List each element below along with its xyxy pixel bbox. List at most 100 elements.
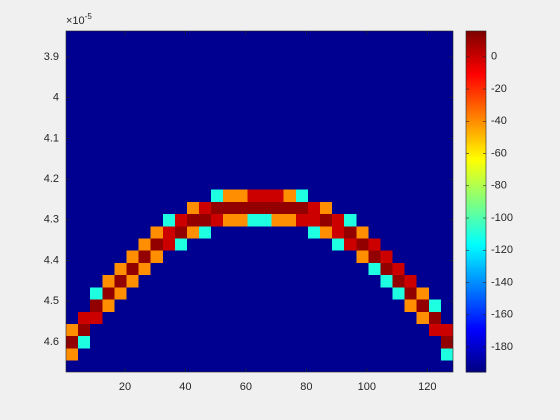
heatmap-cell: [307, 31, 321, 44]
heatmap-cell: [102, 67, 115, 81]
heatmap-cell: [138, 104, 152, 117]
heatmap-cell: [392, 275, 406, 288]
heatmap-cell: [283, 79, 297, 93]
heatmap-cell: [66, 79, 79, 93]
heatmap-cell: [307, 116, 321, 130]
heatmap-cell: [271, 262, 285, 276]
heatmap-cell: [126, 140, 140, 154]
axes: 20 40 60 80 100 120 3.9 4 4.1 4.2 4.3 4.4 4.5 4.6: [44, 30, 454, 393]
heatmap-cell: [186, 153, 200, 166]
colorbar-swatch: [466, 318, 486, 322]
heatmap-cell: [235, 177, 248, 191]
heatmap-cell: [211, 55, 224, 69]
colorbar-swatch: [466, 217, 486, 221]
multiplier-base: ×10: [66, 15, 85, 27]
heatmap-cell: [271, 177, 285, 191]
heatmap-cell: [259, 311, 273, 325]
heatmap-cell: [368, 336, 381, 349]
heatmap-cell: [162, 140, 176, 154]
heatmap-cell: [66, 92, 79, 105]
heatmap-cell: [295, 311, 309, 325]
colorbar-swatch: [466, 268, 486, 272]
heatmap-cell: [344, 43, 357, 56]
heatmap-cell: [90, 92, 103, 105]
heatmap-cell: [162, 55, 176, 69]
heatmap-cell: [416, 140, 430, 154]
heatmap-cell: [126, 104, 140, 117]
colorbar-swatch: [466, 188, 486, 192]
heatmap-cell: [332, 262, 345, 276]
heatmap-cell: [114, 360, 127, 372]
heatmap-cell: [150, 311, 164, 325]
heatmap-cell: [102, 31, 115, 44]
colorbar-swatch: [466, 337, 486, 341]
heatmap-cell: [138, 128, 152, 142]
colorbar-swatch: [466, 326, 486, 330]
heatmap-cell: [90, 360, 103, 372]
colorbar-swatch: [466, 366, 486, 370]
heatmap-cell: [162, 250, 176, 264]
heatmap-cell: [259, 348, 273, 362]
heatmap-cell: [319, 128, 333, 142]
heatmap-cell: [440, 153, 453, 166]
heatmap-cell: [344, 226, 357, 240]
heatmap-cell: [223, 238, 236, 252]
heatmap-cell: [271, 153, 285, 166]
heatmap-cell: [66, 250, 79, 264]
heatmap-cell: [271, 92, 285, 105]
heatmap-cell: [114, 104, 127, 117]
heatmap-cell: [150, 323, 164, 337]
heatmap-cell: [295, 348, 309, 362]
heatmap-cell: [247, 104, 260, 117]
heatmap-cell: [90, 250, 103, 264]
heatmap-cell: [295, 262, 309, 276]
heatmap-cell: [356, 299, 369, 313]
heatmap-cell: [392, 311, 406, 325]
heatmap-cell: [380, 67, 394, 81]
heatmap-cell: [428, 67, 442, 81]
heatmap-cell: [126, 92, 140, 105]
heatmap-cell: [404, 287, 418, 301]
heatmap-cell: [199, 128, 212, 142]
heatmap-cell: [78, 92, 91, 105]
heatmap-cell: [392, 238, 406, 252]
heatmap-cell: [102, 177, 115, 191]
heatmap-cell: [235, 140, 248, 154]
heatmap-cell: [404, 311, 418, 325]
heatmap-cell: [428, 238, 442, 252]
heatmap-cell: [199, 250, 212, 264]
heatmap-cell: [126, 31, 140, 44]
heatmap-cell: [344, 348, 357, 362]
heatmap-cell: [440, 336, 453, 349]
heatmap-cell: [283, 323, 297, 337]
colorbar-swatch: [466, 358, 486, 362]
heatmap-cell: [211, 31, 224, 44]
heatmap-cell: [114, 323, 127, 337]
heatmap-cell: [332, 165, 345, 178]
heatmap-cell: [138, 348, 152, 362]
colorbar-swatch: [466, 361, 486, 365]
heatmap-cell: [174, 348, 188, 362]
x-tick-label: 100: [358, 381, 376, 393]
heatmap-cell: [186, 311, 200, 325]
heatmap-cell: [186, 201, 200, 215]
colorbar-swatch: [466, 257, 486, 261]
heatmap-cell: [283, 336, 297, 349]
heatmap-cell: [247, 43, 260, 56]
heatmap-cell: [126, 226, 140, 240]
heatmap-cell: [150, 165, 164, 178]
x-tick-label: 120: [418, 381, 436, 393]
heatmap-cell: [114, 226, 127, 240]
heatmap-cell: [404, 177, 418, 191]
colorbar-tick-label: -100: [491, 212, 513, 224]
heatmap-cell: [174, 214, 188, 227]
heatmap-cell: [150, 189, 164, 203]
heatmap-cell: [174, 189, 188, 203]
heatmap-cell: [247, 238, 260, 252]
colorbar-swatch: [466, 241, 486, 245]
heatmap-cell: [126, 189, 140, 203]
heatmap-cell: [247, 92, 260, 105]
heatmap-cell: [392, 323, 406, 337]
heatmap-cell: [319, 348, 333, 362]
heatmap-cell: [380, 275, 394, 288]
